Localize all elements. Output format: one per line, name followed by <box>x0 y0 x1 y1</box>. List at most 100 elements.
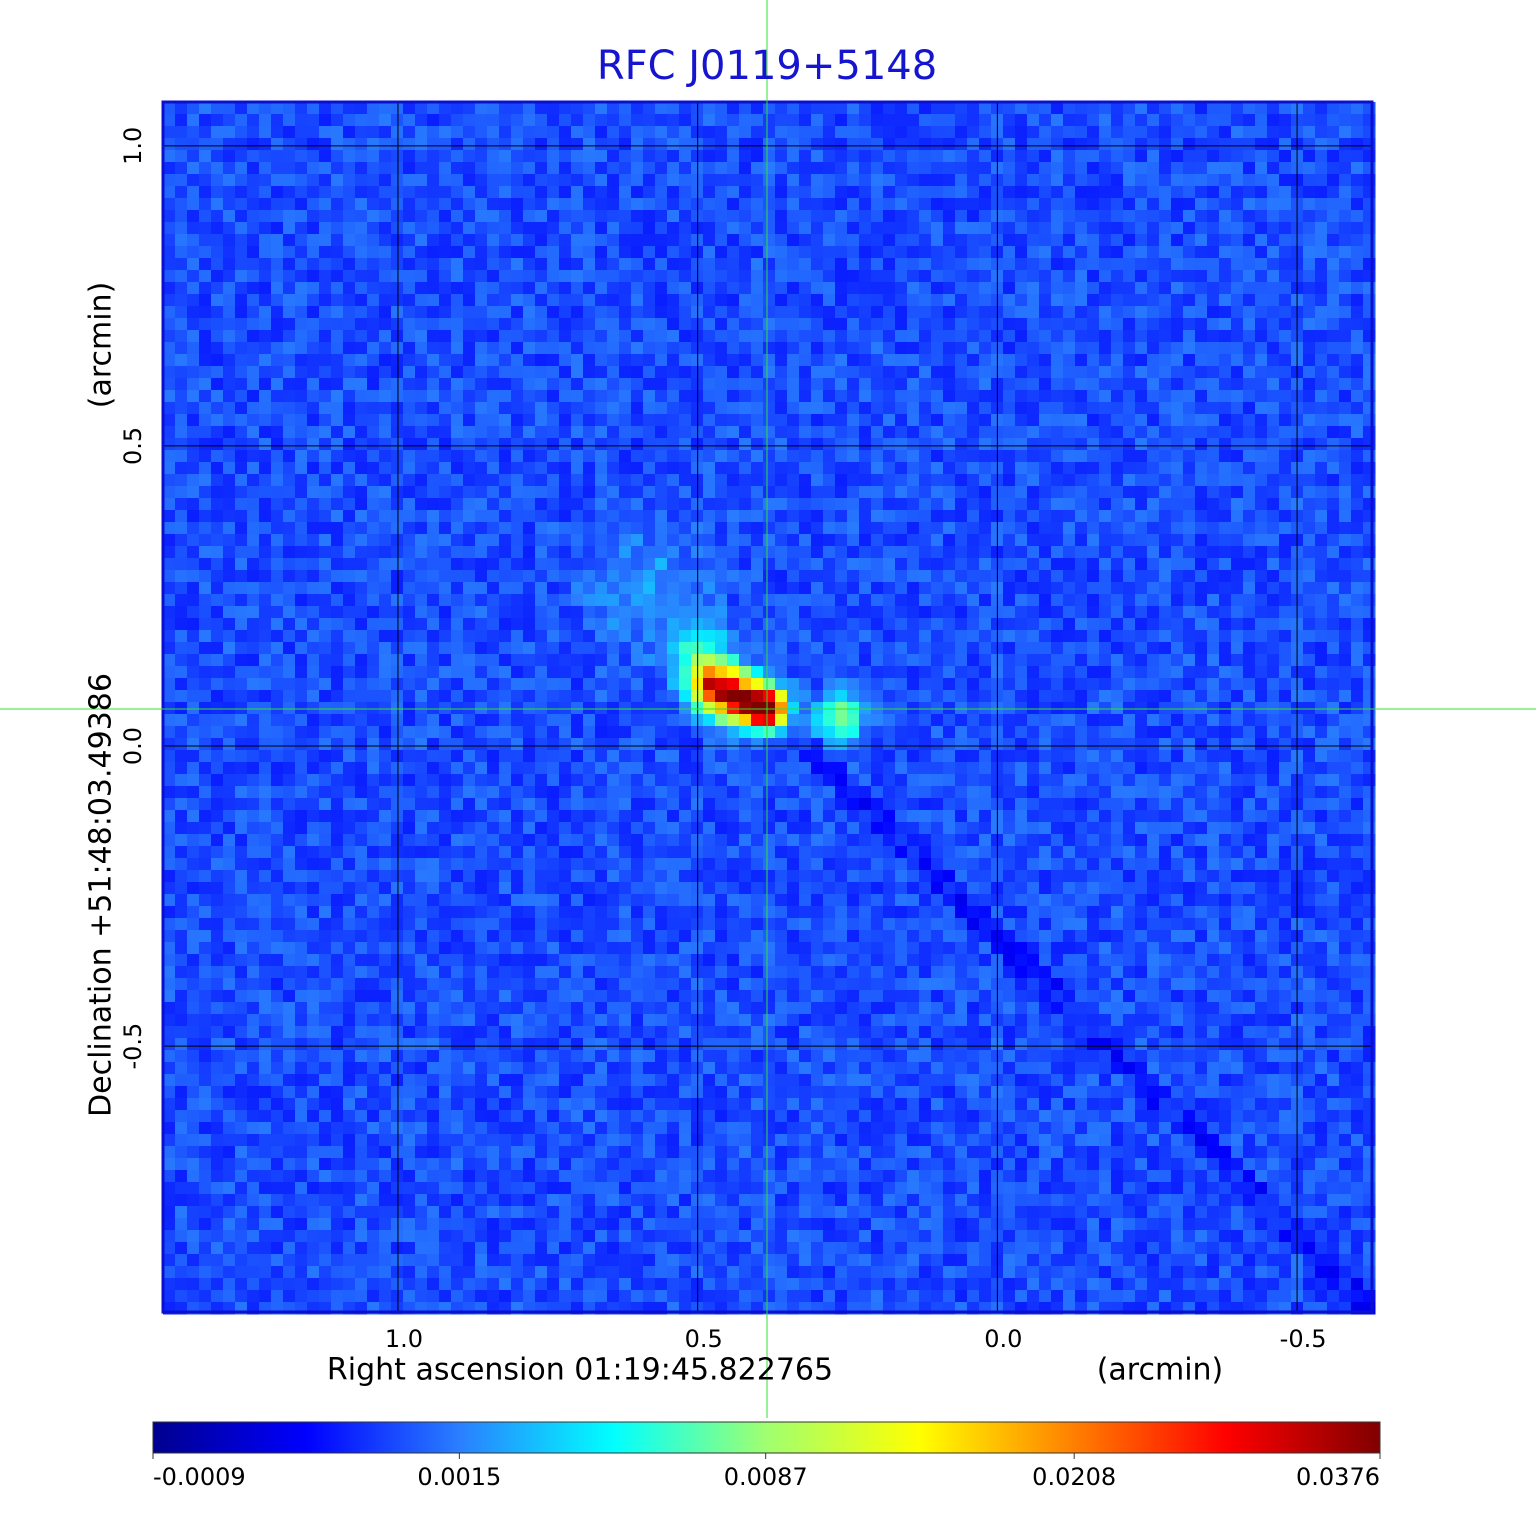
image-pixel <box>571 306 584 319</box>
image-pixel <box>547 666 560 679</box>
image-pixel <box>1159 258 1172 271</box>
image-pixel <box>295 402 308 415</box>
image-pixel <box>799 462 812 475</box>
image-pixel <box>451 666 464 679</box>
image-pixel <box>295 114 308 127</box>
image-pixel <box>1243 558 1256 571</box>
image-pixel <box>919 546 932 559</box>
image-pixel <box>523 402 536 415</box>
image-pixel <box>187 558 200 571</box>
image-pixel <box>199 390 212 403</box>
image-pixel <box>319 558 332 571</box>
image-pixel <box>559 306 572 319</box>
image-pixel <box>775 270 788 283</box>
image-pixel <box>1315 330 1328 343</box>
image-pixel <box>259 474 272 487</box>
image-pixel <box>523 582 536 595</box>
image-pixel <box>703 390 716 403</box>
image-pixel <box>607 354 620 367</box>
image-pixel <box>835 210 848 223</box>
image-pixel <box>295 642 308 655</box>
image-pixel <box>283 606 296 619</box>
image-pixel <box>451 642 464 655</box>
image-pixel <box>895 606 908 619</box>
image-pixel <box>595 174 608 187</box>
image-pixel <box>727 258 740 271</box>
image-pixel <box>955 378 968 391</box>
image-pixel <box>523 210 536 223</box>
image-pixel <box>919 270 932 283</box>
image-pixel <box>1123 558 1136 571</box>
image-pixel <box>1075 174 1088 187</box>
image-pixel <box>787 258 800 271</box>
image-pixel <box>535 354 548 367</box>
image-pixel <box>1123 486 1136 499</box>
image-pixel <box>163 174 176 187</box>
image-pixel <box>331 282 344 295</box>
image-pixel <box>1171 318 1184 331</box>
image-pixel <box>535 450 548 463</box>
image-pixel <box>343 282 356 295</box>
image-pixel <box>931 498 944 511</box>
image-pixel <box>1219 162 1232 175</box>
image-pixel <box>199 594 212 607</box>
image-pixel <box>799 474 812 487</box>
image-pixel <box>1135 246 1148 259</box>
image-pixel <box>511 102 524 115</box>
image-pixel <box>571 102 584 115</box>
image-pixel <box>199 678 212 691</box>
image-pixel <box>1159 606 1172 619</box>
image-pixel <box>343 666 356 679</box>
image-pixel <box>1243 654 1256 667</box>
image-pixel <box>1363 450 1376 463</box>
image-pixel <box>1075 306 1088 319</box>
image-pixel <box>559 654 572 667</box>
image-pixel <box>283 654 296 667</box>
image-pixel <box>283 534 296 547</box>
image-pixel <box>331 486 344 499</box>
image-pixel <box>607 234 620 247</box>
image-pixel <box>1003 258 1016 271</box>
image-pixel <box>679 666 692 679</box>
image-pixel <box>1363 486 1376 499</box>
image-pixel <box>343 234 356 247</box>
image-pixel <box>283 402 296 415</box>
image-pixel <box>295 678 308 691</box>
image-pixel <box>655 294 668 307</box>
image-pixel <box>943 390 956 403</box>
image-pixel <box>535 258 548 271</box>
image-pixel <box>1147 102 1160 115</box>
image-pixel <box>427 558 440 571</box>
image-pixel <box>775 318 788 331</box>
image-pixel <box>451 150 464 163</box>
image-pixel <box>1171 402 1184 415</box>
image-pixel <box>1159 246 1172 259</box>
image-pixel <box>427 378 440 391</box>
image-pixel <box>1135 546 1148 559</box>
image-pixel <box>1327 522 1340 535</box>
image-pixel <box>787 426 800 439</box>
image-pixel <box>835 570 848 583</box>
image-pixel <box>451 546 464 559</box>
image-pixel <box>235 678 248 691</box>
image-pixel <box>391 582 404 595</box>
image-pixel <box>787 126 800 139</box>
image-pixel <box>451 426 464 439</box>
image-pixel <box>1231 294 1244 307</box>
image-pixel <box>1243 498 1256 511</box>
image-pixel <box>1351 654 1364 667</box>
image-pixel <box>1099 510 1112 523</box>
image-pixel <box>379 642 392 655</box>
image-pixel <box>439 162 452 175</box>
image-pixel <box>919 150 932 163</box>
image-pixel <box>1207 498 1220 511</box>
image-pixel <box>1111 594 1124 607</box>
image-pixel <box>271 114 284 127</box>
image-pixel <box>1075 546 1088 559</box>
image-pixel <box>1123 306 1136 319</box>
image-pixel <box>355 474 368 487</box>
image-pixel <box>1327 426 1340 439</box>
image-pixel <box>751 438 764 451</box>
image-pixel <box>295 594 308 607</box>
image-pixel <box>871 498 884 511</box>
